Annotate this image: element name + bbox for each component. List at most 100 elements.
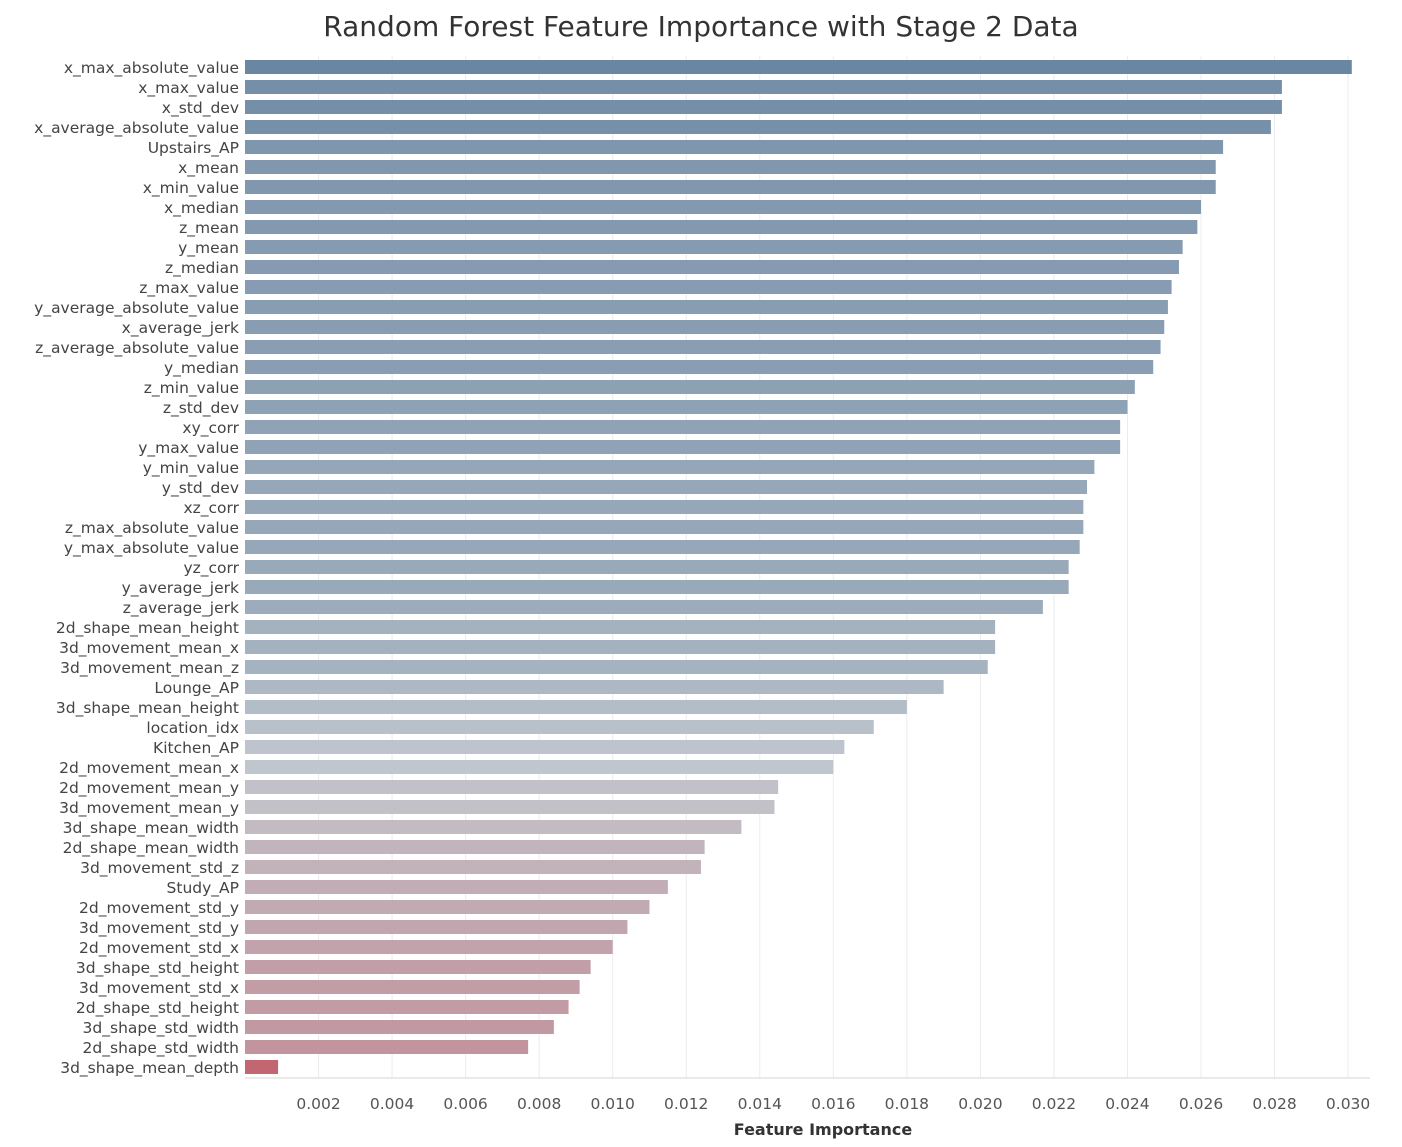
bar-3d_movement_mean_x bbox=[245, 640, 996, 654]
bar-Kitchen_AP bbox=[245, 740, 845, 754]
x-tick-label: 0.006 bbox=[443, 1095, 487, 1113]
bar-x_max_absolute_value bbox=[245, 60, 1352, 74]
category-label: y_mean bbox=[178, 239, 239, 258]
x-tick-label: 0.028 bbox=[1252, 1095, 1296, 1113]
bar-x_std_dev bbox=[245, 100, 1282, 114]
category-label: z_median bbox=[165, 259, 239, 278]
category-label: 2d_movement_mean_y bbox=[59, 779, 239, 798]
category-label: 2d_movement_std_y bbox=[79, 899, 239, 918]
bar-2d_shape_std_height bbox=[245, 1000, 569, 1014]
category-label: x_median bbox=[164, 199, 239, 218]
bar-3d_shape_mean_depth bbox=[245, 1060, 279, 1074]
category-label: location_idx bbox=[146, 719, 239, 738]
bar-x_min_value bbox=[245, 180, 1216, 194]
bar-y_min_value bbox=[245, 460, 1095, 474]
bar-2d_movement_std_y bbox=[245, 900, 650, 914]
category-label: y_median bbox=[164, 359, 239, 378]
bar-3d_shape_std_height bbox=[245, 960, 591, 974]
bar-2d_movement_mean_y bbox=[245, 780, 779, 794]
category-label: z_average_jerk bbox=[123, 599, 239, 618]
bars bbox=[245, 60, 1352, 1074]
bar-y_max_absolute_value bbox=[245, 540, 1080, 554]
category-label: xy_corr bbox=[182, 419, 239, 438]
category-label: 3d_shape_mean_width bbox=[63, 819, 239, 838]
bar-Study_AP bbox=[245, 880, 668, 894]
category-label: z_max_value bbox=[139, 279, 239, 298]
x-tick-label: 0.010 bbox=[591, 1095, 635, 1113]
category-label: 3d_movement_mean_y bbox=[59, 799, 239, 818]
category-label: 3d_movement_std_z bbox=[80, 859, 239, 878]
category-label: z_min_value bbox=[144, 379, 239, 398]
category-label: x_average_absolute_value bbox=[34, 119, 239, 138]
bar-z_median bbox=[245, 260, 1179, 274]
bar-Upstairs_AP bbox=[245, 140, 1224, 154]
category-label: z_average_absolute_value bbox=[35, 339, 239, 358]
bar-x_max_value bbox=[245, 80, 1282, 94]
category-label: x_std_dev bbox=[162, 99, 239, 118]
bar-xz_corr bbox=[245, 500, 1084, 514]
category-label: yz_corr bbox=[183, 559, 239, 578]
bar-y_average_absolute_value bbox=[245, 300, 1168, 314]
bar-3d_movement_std_y bbox=[245, 920, 628, 934]
bar-x_average_jerk bbox=[245, 320, 1165, 334]
x-tick-label: 0.026 bbox=[1179, 1095, 1223, 1113]
category-label: x_average_jerk bbox=[122, 319, 239, 338]
bar-z_mean bbox=[245, 220, 1198, 234]
bar-location_idx bbox=[245, 720, 874, 734]
bar-z_std_dev bbox=[245, 400, 1128, 414]
bar-x_mean bbox=[245, 160, 1216, 174]
bar-x_median bbox=[245, 200, 1202, 214]
chart-title: Random Forest Feature Importance with St… bbox=[323, 10, 1079, 43]
category-label: y_min_value bbox=[143, 459, 239, 478]
bar-y_max_value bbox=[245, 440, 1121, 454]
bar-y_average_jerk bbox=[245, 580, 1069, 594]
category-label: Lounge_AP bbox=[154, 679, 239, 698]
category-label: 2d_shape_std_height bbox=[76, 999, 239, 1018]
bar-2d_shape_mean_height bbox=[245, 620, 996, 634]
x-tick-label: 0.014 bbox=[738, 1095, 782, 1113]
category-label: y_max_absolute_value bbox=[64, 539, 239, 558]
category-label: z_max_absolute_value bbox=[65, 519, 239, 538]
bar-3d_shape_mean_height bbox=[245, 700, 907, 714]
category-label: 3d_shape_mean_depth bbox=[60, 1059, 239, 1078]
category-label: y_max_value bbox=[138, 439, 239, 458]
bar-x_average_absolute_value bbox=[245, 120, 1271, 134]
x-tick-label: 0.016 bbox=[811, 1095, 855, 1113]
category-label: xz_corr bbox=[183, 499, 239, 518]
category-label: 3d_movement_std_y bbox=[79, 919, 239, 938]
bar-3d_movement_mean_y bbox=[245, 800, 775, 814]
category-label: x_min_value bbox=[143, 179, 239, 198]
category-label: 3d_movement_mean_x bbox=[59, 639, 239, 658]
bar-y_median bbox=[245, 360, 1154, 374]
category-label: 3d_shape_std_width bbox=[83, 1019, 239, 1038]
category-label: 2d_shape_std_width bbox=[83, 1039, 239, 1058]
category-label: x_max_absolute_value bbox=[64, 59, 239, 78]
bar-2d_movement_std_x bbox=[245, 940, 613, 954]
x-tick-label: 0.008 bbox=[517, 1095, 561, 1113]
bar-3d_shape_std_width bbox=[245, 1020, 554, 1034]
bar-2d_shape_mean_width bbox=[245, 840, 705, 854]
category-label: z_std_dev bbox=[163, 399, 239, 418]
bar-3d_shape_mean_width bbox=[245, 820, 742, 834]
bar-xy_corr bbox=[245, 420, 1121, 434]
x-tick-label: 0.020 bbox=[958, 1095, 1002, 1113]
category-label: 3d_movement_mean_z bbox=[60, 659, 239, 678]
category-label: x_max_value bbox=[138, 79, 239, 98]
x-tick-label: 0.022 bbox=[1032, 1095, 1076, 1113]
bar-z_max_absolute_value bbox=[245, 520, 1084, 534]
bar-z_max_value bbox=[245, 280, 1172, 294]
category-label: 3d_shape_mean_height bbox=[56, 699, 239, 718]
category-labels: x_max_absolute_valuex_max_valuex_std_dev… bbox=[34, 59, 239, 1078]
bar-3d_movement_std_z bbox=[245, 860, 701, 874]
category-label: y_average_absolute_value bbox=[34, 299, 239, 318]
category-label: 2d_movement_mean_x bbox=[59, 759, 239, 778]
category-label: Upstairs_AP bbox=[148, 139, 239, 158]
bar-2d_shape_std_width bbox=[245, 1040, 529, 1054]
bar-Lounge_AP bbox=[245, 680, 944, 694]
bar-z_average_absolute_value bbox=[245, 340, 1161, 354]
category-label: 2d_shape_mean_width bbox=[63, 839, 239, 858]
x-tick-label: 0.012 bbox=[664, 1095, 708, 1113]
x-tick-label: 0.002 bbox=[296, 1095, 340, 1113]
x-axis-title: Feature Importance bbox=[734, 1120, 913, 1139]
bar-yz_corr bbox=[245, 560, 1069, 574]
